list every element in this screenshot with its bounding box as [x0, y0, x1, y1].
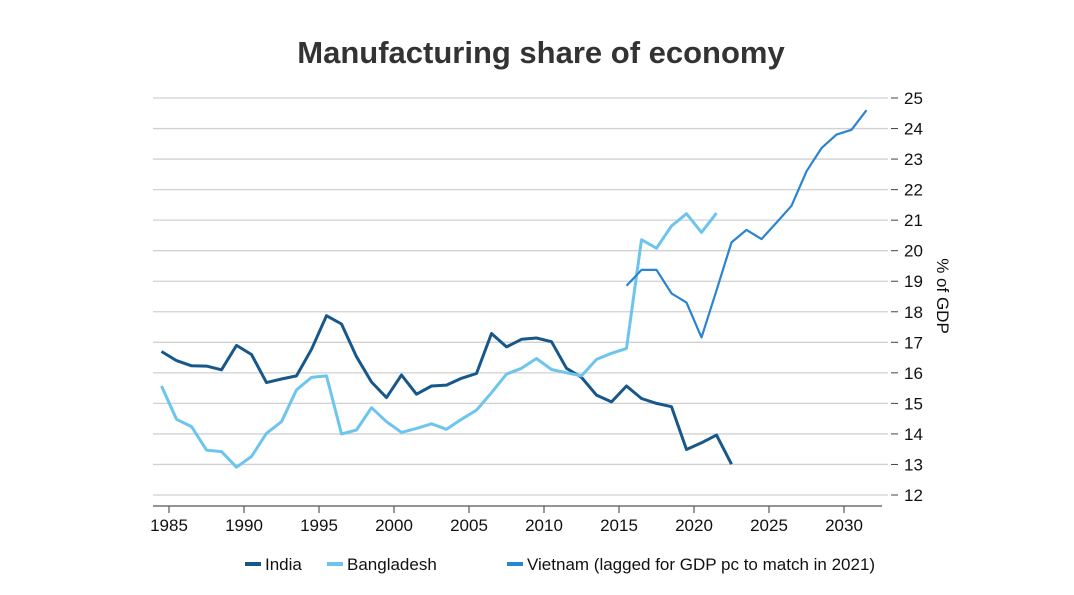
series-line-india [162, 316, 732, 465]
x-tick-label: 1995 [300, 516, 338, 535]
legend-label: India [265, 555, 302, 574]
y-tick-label: 14 [904, 425, 923, 444]
y-tick-label: 15 [904, 394, 923, 413]
y-tick-label: 18 [904, 303, 923, 322]
y-tick-label: 20 [904, 242, 923, 261]
y-tick-label: 23 [904, 150, 923, 169]
x-tick-label: 2010 [525, 516, 563, 535]
chart-title: Manufacturing share of economy [297, 35, 785, 70]
x-tick-label: 1990 [225, 516, 263, 535]
y-axis-label: % of GDP [933, 258, 952, 334]
legend-label: Bangladesh [347, 555, 437, 574]
y-tick-label: 17 [904, 333, 923, 352]
y-tick-label: 24 [904, 120, 923, 139]
x-tick-label: 1985 [150, 516, 188, 535]
y-tick-label: 25 [904, 89, 923, 108]
x-tick-label: 2000 [375, 516, 413, 535]
legend-label: Vietnam (lagged for GDP pc to match in 2… [527, 555, 875, 574]
y-tick-label: 13 [904, 455, 923, 474]
x-tick-label: 2015 [600, 516, 638, 535]
y-tick-label: 12 [904, 486, 923, 505]
x-tick-label: 2020 [675, 516, 713, 535]
x-tick-label: 2030 [825, 516, 863, 535]
y-tick-label: 16 [904, 364, 923, 383]
series-line-vietnam [627, 110, 867, 337]
x-tick-label: 2025 [750, 516, 788, 535]
y-tick-label: 22 [904, 181, 923, 200]
x-tick-label: 2005 [450, 516, 488, 535]
y-tick-label: 19 [904, 272, 923, 291]
y-tick-label: 21 [904, 211, 923, 230]
